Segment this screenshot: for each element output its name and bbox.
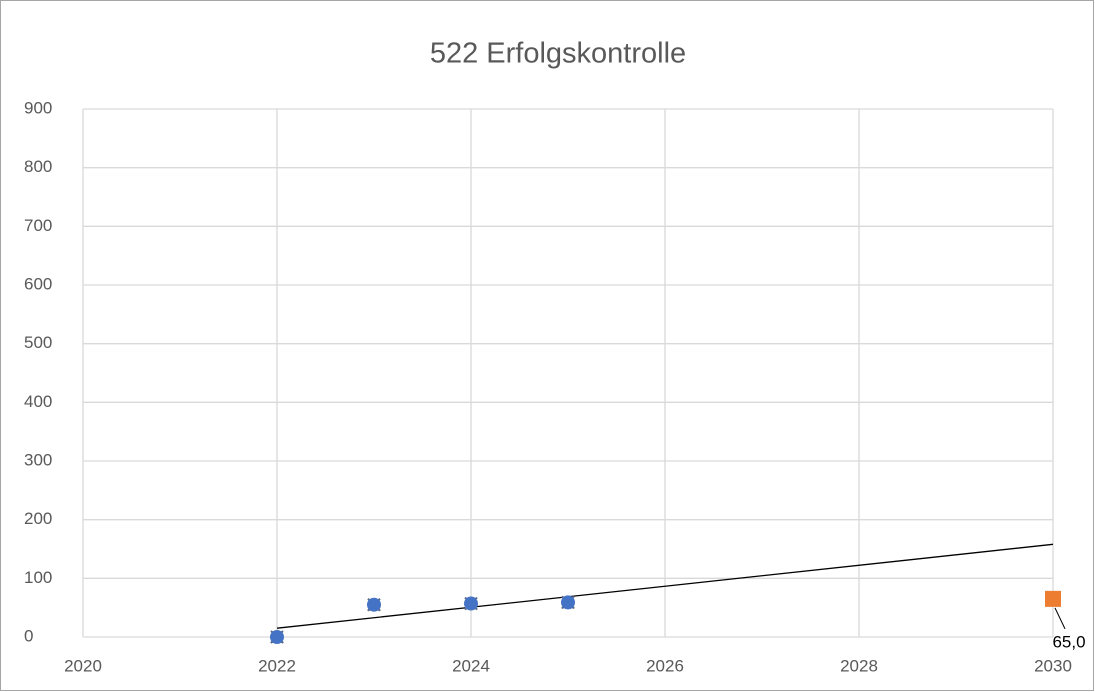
y-tick-label: 400 [24, 392, 52, 411]
x-tick-label: 2030 [1034, 656, 1072, 675]
x-tick-label: 2020 [64, 656, 102, 675]
x-tick-label: 2024 [452, 656, 490, 675]
y-tick-label: 300 [24, 450, 52, 469]
point [464, 596, 478, 611]
y-tick-label: 500 [24, 333, 52, 352]
y-tick-label: 0 [24, 626, 33, 645]
y-tick-label: 700 [24, 216, 52, 235]
data-label: 65,0 [1052, 632, 1085, 651]
point [367, 597, 381, 612]
point [1045, 590, 1061, 607]
y-tick-label: 900 [24, 98, 52, 117]
point [561, 595, 575, 610]
trendline [276, 543, 1054, 629]
x-tick-label: 2022 [258, 656, 296, 675]
y-tick-label: 100 [24, 568, 52, 587]
x-tick-label: 2026 [646, 656, 684, 675]
x-tick-label: 2028 [840, 656, 878, 675]
y-tick-label: 200 [24, 509, 52, 528]
chart-title: 522 Erfolgskontrolle [430, 38, 686, 70]
y-tick-label: 600 [24, 274, 52, 293]
leader-line [1054, 607, 1066, 630]
y-tick-label: 800 [24, 157, 52, 176]
point [270, 630, 284, 644]
